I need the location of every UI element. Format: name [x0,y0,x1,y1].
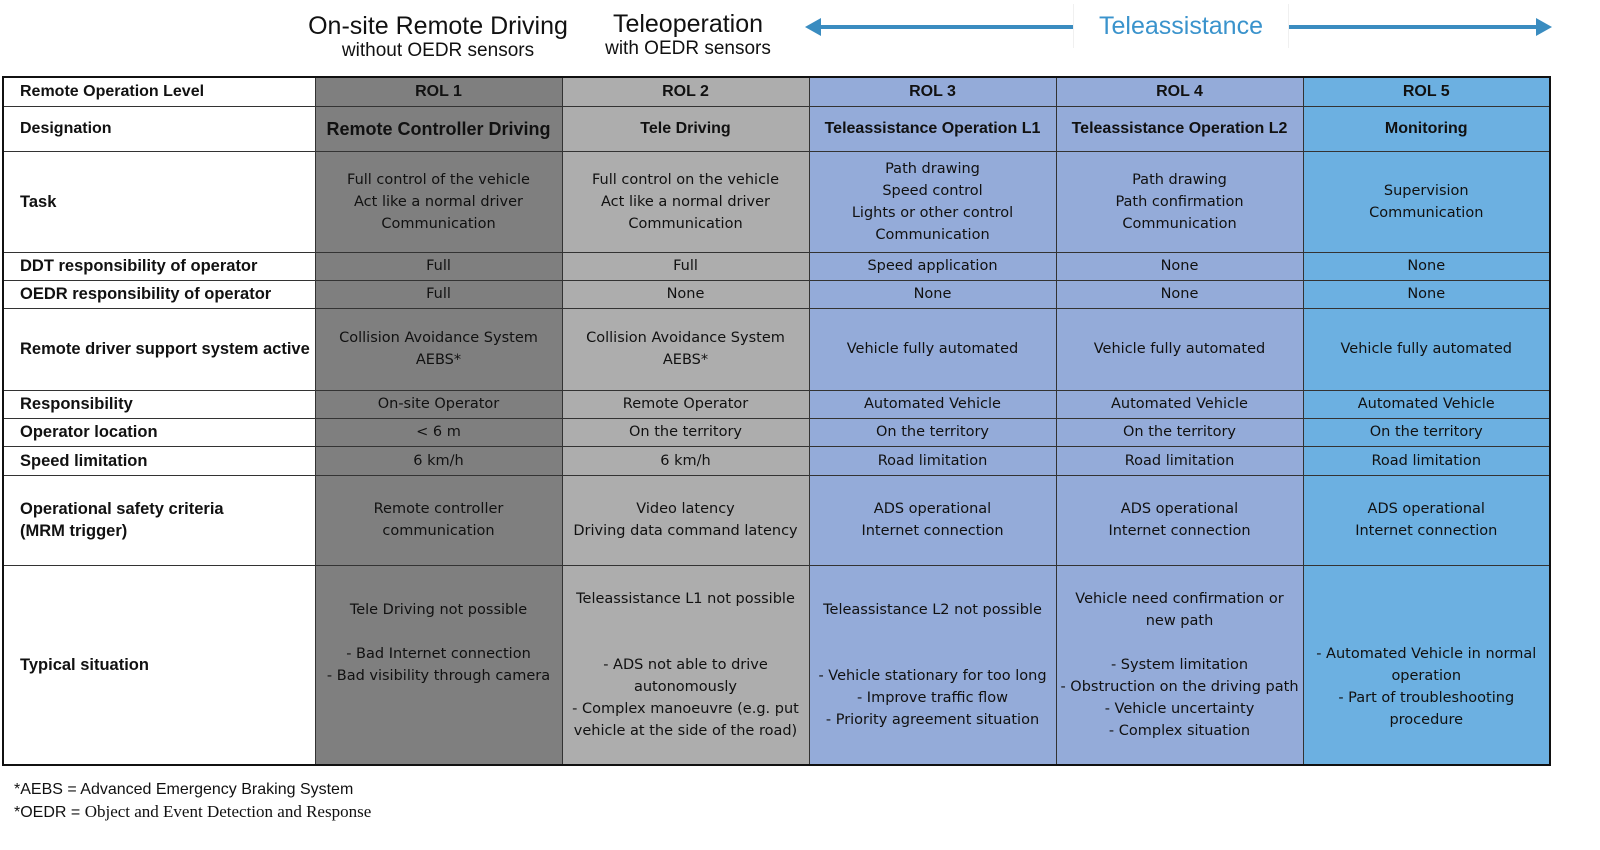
table-row: Typical situation Tele Driving not possib… [2,564,1551,766]
cell-rol2: Collision Avoidance System AEBS* [561,307,810,391]
arrow-line-left [818,25,1074,29]
onsite-title: On-site Remote Driving [308,12,568,40]
arrow-line-right [1287,25,1539,29]
cell-rol3: ADS operational Internet connection [808,474,1057,566]
cell-rol2: Full control on the vehicle Act like a n… [561,150,810,253]
cell-rol4: Path drawing Path confirmation Communica… [1055,150,1304,253]
cell-rol5: On the territory [1302,417,1551,447]
cell-rol1: Full control of the vehicle Act like a n… [314,150,563,253]
table-row: Operator location < 6 m On the territory On… [2,417,1551,447]
cell-rol2: Remote Operator [561,389,810,419]
cell-rol4: Teleassistance Operation L2 [1055,105,1304,152]
row-label: Typical situation [2,564,316,766]
footnote-aebs: *AEBS = Advanced Emergency Braking Syste… [14,781,354,798]
footnote-oedr-key: *OEDR = [14,804,85,821]
teleop-subtitle: with OEDR sensors [605,38,771,59]
table-row: Remote driver support system active Colli… [2,307,1551,391]
table-row: Designation Remote Controller Driving Tele… [2,105,1551,152]
cell-rol4: ADS operational Internet connection [1055,474,1304,566]
row-label: Operator location [2,417,316,447]
cell-rol1: On-site Operator [314,389,563,419]
cell-rol4: Vehicle fully automated [1055,307,1304,391]
cell-rol5: ROL 5 [1302,76,1551,107]
row-label: Responsibility [2,389,316,419]
row-label: DDT responsibility of operator [2,251,316,281]
table-row: DDT responsibility of operator Full Full Sp… [2,251,1551,281]
cell-rol1: Collision Avoidance System AEBS* [314,307,563,391]
cell-rol1: 6 km/h [314,445,563,476]
cell-rol4: None [1055,251,1304,281]
row-label: OEDR responsibility of operator [2,279,316,309]
cell-rol1: Remote controller communication [314,474,563,566]
cell-rol5: Monitoring [1302,105,1551,152]
cell-rol4: ROL 4 [1055,76,1304,107]
cell-rol1: ROL 1 [314,76,563,107]
table-row: OEDR responsibility of operator Full None N… [2,279,1551,309]
cell-rol1: Remote Controller Driving [314,105,563,152]
cell-rol1: Full [314,251,563,281]
table-row: Responsibility On-site Operator Remote Ope… [2,389,1551,419]
cell-rol4: Road limitation [1055,445,1304,476]
cell-rol3: On the territory [808,417,1057,447]
onsite-remote-driving-heading: On-site Remote Driving without OEDR sens… [288,12,588,61]
cell-rol2: Full [561,251,810,281]
cell-rol2: Video latency Driving data command laten… [561,474,810,566]
cell-rol1: Full [314,279,563,309]
footnote-oedr-value: Object and Event Detection and Response [84,802,372,821]
arrow-right-icon [1536,18,1552,36]
cell-rol5: - Automated Vehicle in normal operation … [1302,564,1551,766]
cell-rol3: Vehicle fully automated [808,307,1057,391]
cell-rol4: None [1055,279,1304,309]
cell-rol5: None [1302,251,1551,281]
cell-rol4: Vehicle need confirmation or new path - … [1055,564,1304,766]
cell-rol3: None [808,279,1057,309]
cell-rol3: Teleassistance L2 not possible - Vehicle… [808,564,1057,766]
row-label: Designation [2,105,316,152]
onsite-subtitle: without OEDR sensors [341,40,535,61]
cell-rol5: Automated Vehicle [1302,389,1551,419]
teleop-title: Teleoperation [612,10,764,38]
cell-rol3: Automated Vehicle [808,389,1057,419]
cell-rol5: Vehicle fully automated [1302,307,1551,391]
row-label: Remote Operation Level [2,76,316,107]
arrow-left-icon [805,18,821,36]
table-row: Task Full control of the vehicle Act like… [2,150,1551,253]
cell-rol2: ROL 2 [561,76,810,107]
teleassistance-label: Teleassistance [1073,4,1289,48]
cell-rol3: Road limitation [808,445,1057,476]
remote-operation-level-table: Remote Operation Level ROL 1 ROL 2 ROL 3 ROL… [2,76,1551,766]
cell-rol2: On the territory [561,417,810,447]
cell-rol3: Speed application [808,251,1057,281]
cell-rol2: Tele Driving [561,105,810,152]
cell-rol2: Teleassistance L1 not possible - ADS not… [561,564,810,766]
cell-rol5: ADS operational Internet connection [1302,474,1551,566]
cell-rol5: None [1302,279,1551,309]
cell-rol3: Teleassistance Operation L1 [808,105,1057,152]
row-label: Task [2,150,316,253]
table-row: Remote Operation Level ROL 1 ROL 2 ROL 3 ROL… [2,76,1551,107]
table-row: Speed limitation 6 km/h 6 km/h Road limitat… [2,445,1551,476]
cell-rol1: Tele Driving not possible - Bad Internet… [314,564,563,766]
cell-rol2: None [561,279,810,309]
row-label: Operational safety criteria (MRM trigger… [2,474,316,566]
cell-rol3: ROL 3 [808,76,1057,107]
teleoperation-heading: Teleoperation with OEDR sensors [588,10,788,59]
cell-rol3: Path drawing Speed control Lights or oth… [808,150,1057,253]
cell-rol1: < 6 m [314,417,563,447]
cell-rol2: 6 km/h [561,445,810,476]
cell-rol4: On the territory [1055,417,1304,447]
cell-rol4: Automated Vehicle [1055,389,1304,419]
cell-rol5: Supervision Communication [1302,150,1551,253]
footnote-oedr: *OEDR = Object and Event Detection and R… [14,802,371,822]
row-label: Speed limitation [2,445,316,476]
row-label: Remote driver support system active [2,307,316,391]
table-row: Operational safety criteria (MRM trigger… [2,474,1551,566]
cell-rol5: Road limitation [1302,445,1551,476]
